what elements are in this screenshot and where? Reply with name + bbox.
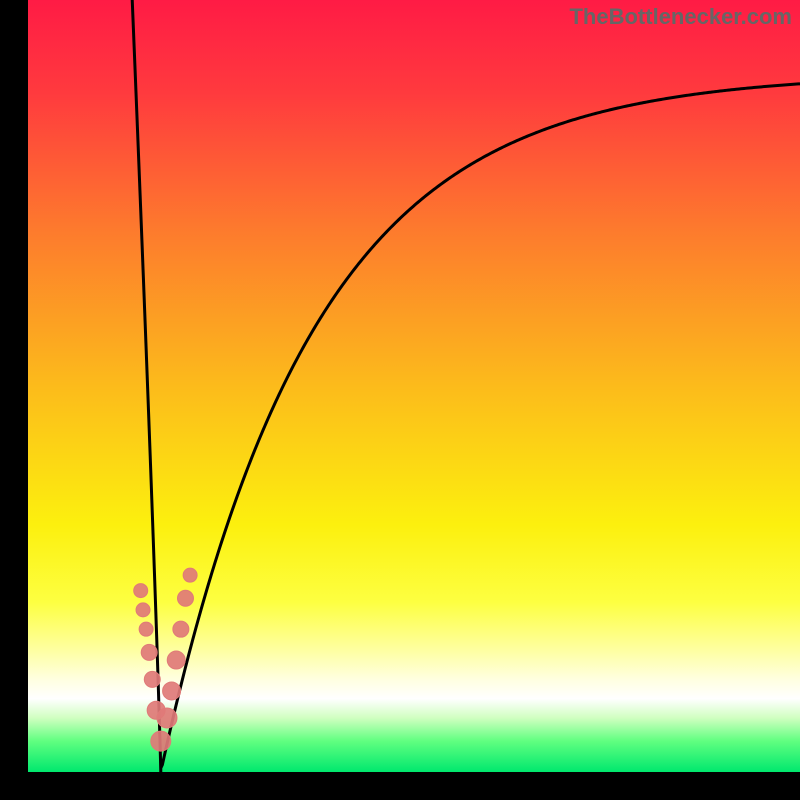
marker-dot [163,682,181,700]
marker-dot [144,671,160,687]
marker-dot [151,731,171,751]
plot-svg [28,0,800,772]
watermark-text: TheBottlenecker.com [569,4,792,30]
marker-dot [177,590,193,606]
marker-dot [167,651,185,669]
marker-dot [141,644,157,660]
marker-dot [157,708,177,728]
marker-dot [183,568,197,582]
marker-dot [134,584,148,598]
plot-area [28,0,800,772]
marker-dot [173,621,189,637]
marker-dot [139,622,153,636]
marker-dot [136,603,150,617]
